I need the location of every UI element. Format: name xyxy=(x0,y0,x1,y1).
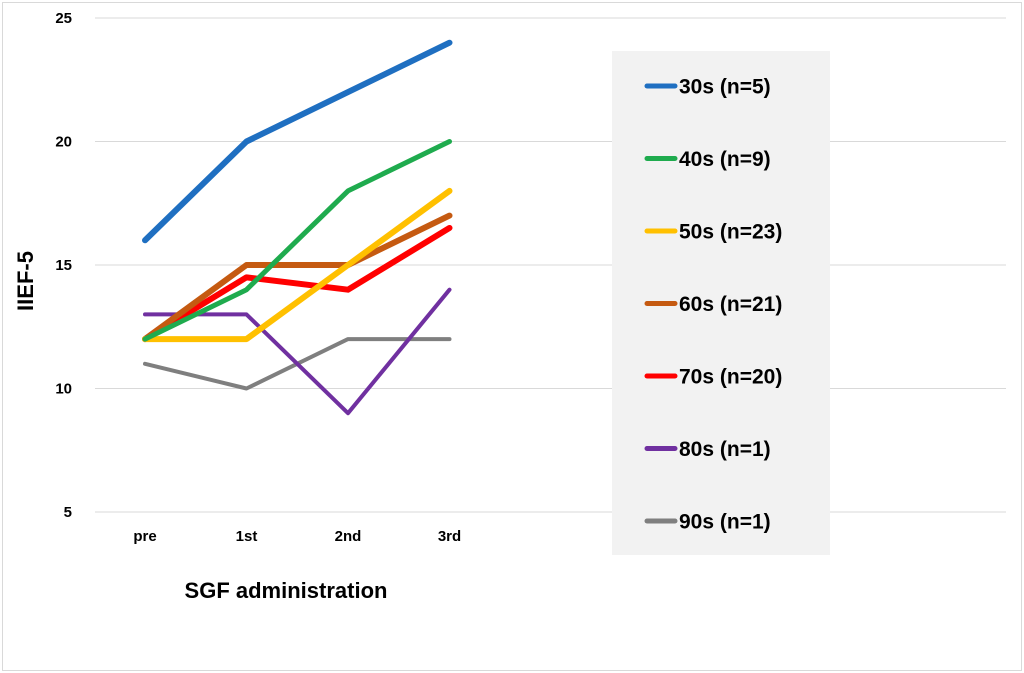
legend-label: 80s (n=1) xyxy=(679,438,771,461)
y-tick-label: 5 xyxy=(64,504,72,521)
x-axis-title: SGF administration xyxy=(185,578,388,603)
y-tick-label: 25 xyxy=(55,10,72,27)
gridlines xyxy=(95,17,1006,513)
y-tick-label: 15 xyxy=(55,257,72,274)
series-line xyxy=(142,212,453,343)
x-tick-label: 3rd xyxy=(438,528,461,545)
legend-label: 30s (n=5) xyxy=(679,76,771,99)
legend-label: 50s (n=23) xyxy=(679,221,782,244)
legend-label: 90s (n=1) xyxy=(679,511,771,534)
y-axis-title: IIEF-5 xyxy=(13,251,38,311)
legend: 30s (n=5) 40s (n=9) 50s (n=23) 60s (n=21) 70… xyxy=(612,51,830,555)
y-tick-label: 20 xyxy=(55,134,72,151)
x-tick-label: pre xyxy=(133,528,156,545)
series-line xyxy=(142,139,452,342)
y-axis-ticks: 5 10 15 20 25 xyxy=(55,10,72,521)
x-tick-label: 2nd xyxy=(335,528,362,545)
series-line xyxy=(142,187,453,343)
x-tick-label: 1st xyxy=(236,528,258,545)
legend-label: 70s (n=20) xyxy=(679,366,782,389)
x-axis-ticks: pre 1st 2nd 3rd xyxy=(133,528,461,545)
y-tick-label: 10 xyxy=(55,381,72,398)
series-line xyxy=(142,39,453,244)
legend-label: 40s (n=9) xyxy=(679,148,771,171)
series-lines xyxy=(142,39,453,416)
legend-label: 60s (n=21) xyxy=(679,293,782,316)
series-line xyxy=(142,224,453,343)
